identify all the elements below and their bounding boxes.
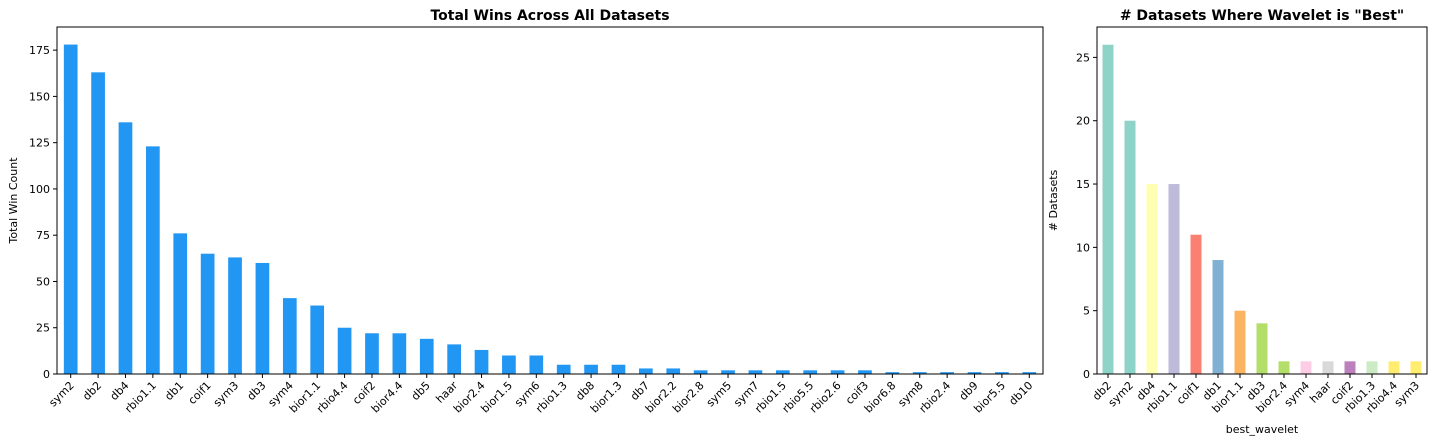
y-axis-label: Total Win Count (7, 157, 20, 245)
bar (118, 122, 133, 375)
y-tick-label: 0 (43, 368, 50, 381)
y-axis-label: # Datasets (1047, 169, 1060, 231)
bar (146, 146, 160, 374)
bar (1146, 184, 1158, 374)
bar (830, 370, 845, 374)
bar (419, 338, 434, 374)
bar (1212, 260, 1224, 374)
bar (995, 372, 1009, 374)
chart-title: # Datasets Where Wavelet is "Best" (1120, 8, 1404, 24)
y-tick-label: 150 (29, 90, 50, 103)
bar (1300, 361, 1312, 374)
axes-frame (56, 26, 1044, 375)
x-tick-label: sym3 (1392, 379, 1422, 409)
x-tick-label: db10 (1006, 379, 1035, 408)
bar (228, 257, 242, 374)
bar (639, 368, 653, 374)
bar (1022, 372, 1037, 374)
bar (912, 372, 927, 374)
x-tick-label: coif1 (1174, 379, 1202, 407)
y-tick-label: 75 (36, 229, 50, 242)
bar (1410, 361, 1422, 374)
y-tick-label: 20 (1076, 115, 1090, 128)
bar (365, 333, 379, 374)
x-tick-label: coif1 (186, 379, 214, 407)
y-tick-label: 50 (36, 275, 50, 288)
y-tick-label: 25 (1076, 51, 1090, 64)
x-tick-label: haar (1307, 379, 1334, 406)
bar (748, 370, 763, 374)
bar (91, 72, 105, 374)
bar (1366, 361, 1378, 374)
bar (63, 44, 78, 375)
x-tick-label: sym2 (1106, 379, 1136, 409)
x-tick-label: db1 (162, 379, 186, 403)
bar (940, 372, 954, 374)
bar (584, 364, 598, 374)
bar (1168, 184, 1180, 374)
y-tick-label: 0 (1083, 368, 1090, 381)
x-tick-label: sym5 (704, 379, 734, 409)
bar (1256, 323, 1268, 374)
axes-frame (1096, 26, 1428, 375)
x-tick-label: sym2 (46, 379, 76, 409)
bar (775, 370, 790, 374)
bar (474, 349, 489, 374)
bar (310, 305, 325, 374)
bar (1388, 361, 1400, 374)
y-tick-label: 5 (1083, 305, 1090, 318)
y-tick-label: 125 (29, 137, 50, 150)
bar (337, 327, 352, 374)
bar (611, 364, 626, 374)
bar (967, 372, 982, 374)
bar (1322, 361, 1334, 374)
bar (721, 370, 735, 374)
bar (173, 233, 188, 374)
y-tick-label: 100 (29, 183, 50, 196)
bar (392, 333, 407, 374)
bar (1124, 120, 1136, 374)
bar (1102, 44, 1114, 375)
y-tick-label: 10 (1076, 241, 1090, 254)
bar (556, 364, 571, 374)
x-tick-label: sym3 (211, 379, 241, 409)
bar (1234, 310, 1246, 374)
bar (1344, 361, 1356, 374)
x-tick-label: db2 (80, 379, 104, 403)
bar (447, 344, 461, 374)
bar (1278, 361, 1290, 374)
bar (200, 253, 215, 374)
x-tick-label: sym4 (1282, 379, 1312, 409)
chart-title: Total Wins Across All Datasets (430, 8, 669, 24)
x-tick-label: db5 (409, 379, 433, 403)
y-tick-label: 25 (36, 322, 50, 335)
bar (885, 372, 900, 374)
x-axis-label: best_wavelet (1226, 423, 1299, 436)
y-tick-label: 175 (29, 44, 50, 57)
bar (858, 370, 872, 374)
bar (502, 355, 516, 374)
bar (529, 355, 544, 374)
bar (282, 298, 297, 374)
bar (803, 370, 818, 374)
bar (693, 370, 708, 374)
y-tick-label: 15 (1076, 178, 1090, 191)
bar (666, 368, 681, 374)
bar (1190, 234, 1202, 374)
bar (255, 262, 270, 374)
